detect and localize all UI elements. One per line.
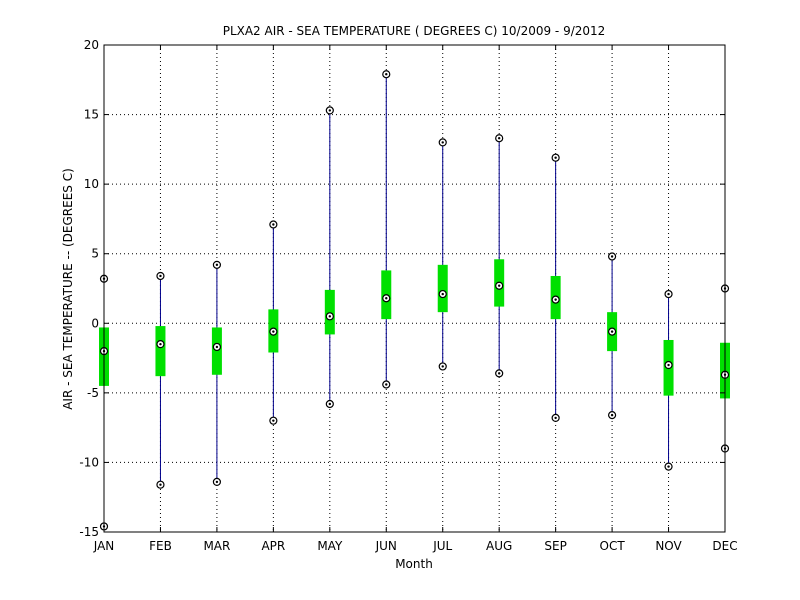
min-marker-dot [215,480,219,484]
median-marker-dot [667,363,670,367]
min-marker [551,413,560,423]
median-marker-dot [441,292,444,296]
median-marker-dot [159,342,162,346]
x-tick-label: DEC [712,539,737,553]
x-tick-label: FEB [149,539,172,553]
max-marker-dot [215,263,219,267]
max-marker-dot [667,292,670,296]
max-marker-dot [497,137,501,140]
min-marker-dot [497,372,501,375]
min-marker [325,399,334,409]
min-marker-dot [159,483,162,486]
max-marker-dot [610,255,614,258]
min-marker-dot [385,383,388,386]
min-marker [212,477,222,487]
median-marker-dot [497,284,501,287]
x-tick-label: NOV [655,539,682,553]
chart-title: PLXA2 AIR - SEA TEMPERATURE ( DEGREES C)… [223,24,606,38]
y-tick-label: 0 [91,316,99,330]
x-tick-label: JUN [375,539,397,553]
x-tick-label: MAY [317,539,343,553]
y-tick-label: -5 [87,386,99,400]
median-marker-dot [328,315,332,318]
y-tick-label: -15 [79,525,99,539]
max-marker [212,260,222,269]
y-tick-label: 5 [91,247,99,261]
min-marker [438,362,447,371]
median-marker [607,327,617,336]
max-marker-dot [272,223,275,226]
y-axis-label: AIR - SEA TEMPERATURE -- (DEGREES C) [61,168,75,410]
median-marker [269,327,278,336]
max-marker [438,138,447,147]
min-marker [607,411,617,420]
max-marker-dot [159,274,162,278]
median-marker [382,294,391,303]
min-marker-dot [272,419,275,422]
x-tick-label: JUL [432,539,452,553]
x-tick-label: JAN [93,539,115,553]
min-marker [664,462,673,471]
min-marker-dot [610,413,614,417]
x-tick-label: MAR [203,539,230,553]
min-marker-dot [554,416,557,420]
max-marker-dot [328,109,332,112]
median-marker [495,281,504,290]
max-marker [269,220,278,229]
median-marker-dot [554,298,557,301]
y-tick-label: 15 [84,108,99,122]
max-marker-dot [441,141,444,144]
y-tick-label: 20 [84,38,99,52]
x-tick-label: OCT [600,539,626,553]
max-marker [156,271,165,281]
median-marker [551,295,560,304]
max-marker [607,252,617,261]
min-marker-dot [667,465,670,468]
min-marker-dot [441,365,444,368]
x-tick-label: APR [261,539,285,553]
iqr-box [324,289,335,335]
median-marker-dot [610,330,614,333]
min-marker-dot [328,402,332,406]
max-marker-dot [554,156,557,159]
max-marker [495,134,504,143]
y-tick-label: 10 [84,177,99,191]
min-marker [495,369,504,378]
median-marker [156,340,165,349]
y-tick-label: -10 [79,455,99,469]
x-tick-label: SEP [544,539,566,553]
median-marker-dot [272,330,275,333]
median-marker [664,360,673,370]
median-marker-dot [215,345,219,349]
max-marker-dot [385,73,388,76]
median-marker [212,342,222,352]
plot-area-background [104,45,725,532]
max-marker [664,289,673,299]
iqr-box [211,327,222,375]
min-marker [156,480,165,489]
median-marker [325,312,334,321]
min-marker [382,380,391,389]
x-tick-label: AUG [486,539,512,553]
axis-ticks: -15 -10 -5 0 5 10 15 20 JAN FEB MAR APR MAY JUN JUL AUG… [79,38,737,553]
x-axis-label: Month [395,557,433,571]
iqr-box [155,326,166,377]
median-marker-dot [385,297,388,300]
max-marker [325,106,334,115]
min-marker [269,416,278,425]
max-marker [382,70,391,79]
iqr-box [437,264,448,313]
plot-frame [103,44,726,533]
median-marker [438,289,447,299]
max-marker [551,153,560,162]
